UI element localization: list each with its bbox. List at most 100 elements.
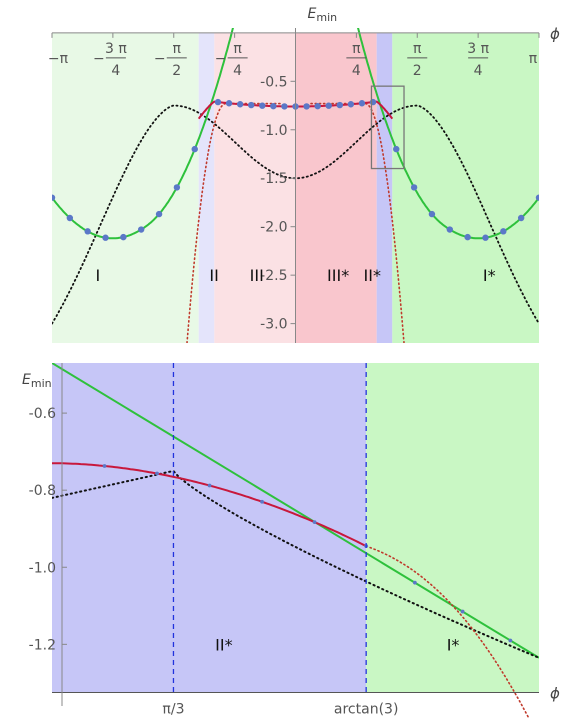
zoom-y-tick-label-0: -0.6	[29, 406, 56, 422]
x-tick-den-6: 4	[474, 63, 483, 79]
data-point-1	[225, 100, 233, 107]
data-point-22	[66, 214, 74, 222]
data-point-16	[173, 184, 181, 191]
data-point-5	[270, 102, 277, 110]
data-point-6	[281, 103, 288, 110]
x-axis-label: ϕ	[550, 25, 560, 43]
x-tick-fraction-3: −π 4	[215, 41, 248, 79]
zoom-data-point-0	[102, 464, 107, 468]
data-point-4	[259, 102, 266, 109]
x-tick-label-0: −π	[48, 51, 69, 67]
y-tick-label-4: -2.5	[260, 268, 287, 284]
zoom-x-axis-label: ϕ	[550, 685, 560, 703]
x-tick-label-7: π	[529, 51, 538, 67]
data-point-25	[410, 184, 418, 191]
data-point-2	[236, 101, 244, 108]
x-tick-den-3: 4	[233, 63, 242, 79]
x-tick-num-4: π	[352, 41, 361, 57]
data-point-27	[446, 226, 453, 233]
x-tick-num-6: 3 π	[467, 41, 489, 57]
y-axis-label-main: E	[308, 6, 317, 22]
x-tick-num-2: π	[173, 41, 182, 57]
zoom-region-label-0: II*	[215, 635, 232, 654]
y-tick-label-0: -0.5	[260, 74, 287, 90]
region-label-0: I	[95, 266, 100, 285]
region-label-3: III*	[327, 266, 349, 285]
zoom-data-point-8	[508, 638, 513, 643]
y-axis-label: Emin	[308, 6, 338, 24]
x-tick-sign-1: −	[93, 51, 105, 67]
zoom-region-label-1: I*	[447, 635, 460, 654]
data-point-18	[138, 226, 145, 233]
x-tick-fraction-2: −π 2	[154, 41, 187, 79]
zoom-y-tick-label-1: -0.8	[29, 483, 56, 499]
data-point-13	[358, 100, 366, 107]
y-tick-label-2: -1.5	[260, 171, 287, 187]
x-tick-den-1: 4	[111, 63, 120, 79]
data-point-23	[52, 194, 56, 201]
zoom-data-point-3	[260, 499, 264, 504]
zoom-series-black-dotted	[52, 470, 539, 659]
region-label-1: II	[209, 266, 218, 285]
bottom-panel: -0.6 -0.8 -1.0 -1.2 π/3 arctan(3) Emin ϕ II* I*	[22, 363, 560, 719]
y-tick-label-3: -2.0	[260, 220, 287, 236]
zoom-plot-area	[52, 363, 539, 719]
zoom-box	[370, 85, 405, 170]
data-point-32	[535, 194, 539, 201]
x-tick-den-5: 2	[413, 63, 422, 79]
zoom-series-red-dotted	[365, 545, 530, 719]
y-tick-label-5: -3.0	[260, 317, 287, 333]
region-band-3	[295, 32, 377, 343]
zoom-y-axis-label-main: E	[22, 372, 31, 388]
zoom-data-point-2	[207, 483, 212, 488]
data-point-24	[393, 145, 400, 153]
zoom-series-green-solid	[52, 363, 539, 659]
zoom-data-point-4	[312, 520, 317, 525]
zoom-region-band-1	[366, 363, 539, 693]
x-tick-num-3: π	[233, 41, 242, 57]
data-point-28	[464, 233, 471, 241]
zoom-data-point-7	[460, 609, 465, 614]
region-band-2	[214, 32, 296, 343]
series-green-solid-0	[52, 28, 234, 240]
data-point-30	[500, 228, 507, 235]
x-tick-num-1: 3 π	[105, 41, 127, 57]
data-point-3	[248, 101, 255, 109]
x-tick-fraction-1: −3 π 4	[93, 41, 127, 79]
zoom-y-tick-label-3: -1.2	[29, 637, 56, 653]
zoom-y-axis-label-sub: min	[31, 377, 52, 390]
data-point-21	[84, 228, 91, 235]
zoom-x-mark-label-1: arctan(3)	[334, 702, 399, 718]
data-point-14	[369, 98, 377, 106]
data-point-0	[214, 98, 222, 106]
x-tick-sign-3: −	[215, 51, 227, 67]
data-point-17	[155, 210, 163, 218]
data-point-10	[325, 102, 332, 109]
y-axis-label-sub: min	[316, 11, 337, 24]
data-point-8	[303, 103, 310, 110]
data-point-20	[102, 234, 109, 241]
data-point-29	[482, 234, 489, 241]
x-tick-den-4: 4	[352, 63, 361, 79]
series-green-solid-1	[357, 28, 539, 240]
data-point-9	[314, 102, 321, 110]
zoom-x-mark-label-0: π/3	[162, 702, 184, 718]
data-point-15	[191, 145, 198, 153]
region-label-4: II*	[364, 266, 381, 285]
data-point-12	[347, 101, 355, 108]
zoom-y-tick-label-2: -1.0	[29, 560, 56, 576]
x-tick-fraction-4: π4	[346, 41, 367, 79]
x-tick-num-5: π	[413, 41, 422, 57]
data-point-19	[120, 233, 127, 241]
x-tick-fraction-5: π2	[407, 41, 428, 79]
data-point-11	[336, 101, 343, 109]
zoom-y-axis-label: Emin	[22, 372, 52, 390]
x-tick-den-2: 2	[172, 63, 181, 79]
zoom-region-band-0	[52, 363, 367, 693]
region-label-2: III	[250, 266, 264, 285]
region-band-4	[376, 32, 393, 343]
zoom-data-point-6	[412, 580, 417, 585]
x-tick-fraction-6: 3 π4	[467, 41, 489, 79]
